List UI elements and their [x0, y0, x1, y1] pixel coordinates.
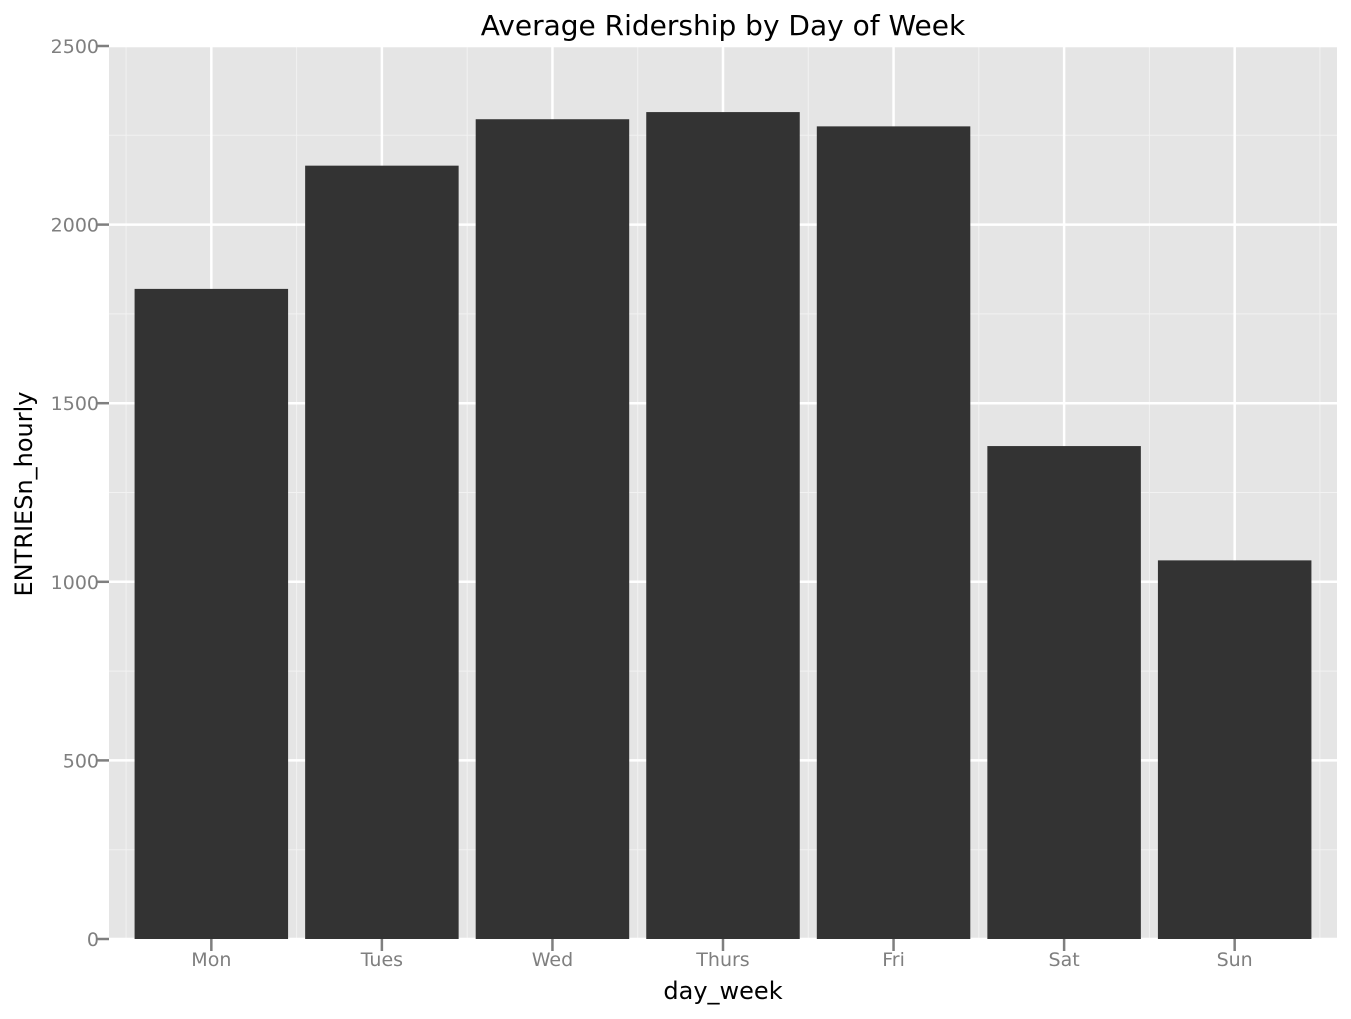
y-axis-title: ENTRIESn_hourly: [10, 392, 38, 597]
y-tick-label: 1000: [51, 572, 99, 594]
x-tick-label: Tues: [360, 949, 403, 971]
bar-sat: [987, 446, 1141, 939]
bar-thurs: [646, 112, 800, 939]
chart-title: Average Ridership by Day of Week: [481, 9, 966, 42]
x-tick-label: Wed: [532, 949, 573, 971]
x-tick-label: Mon: [191, 949, 231, 971]
bar-tues: [305, 165, 459, 940]
y-tick-label: 1500: [51, 393, 99, 415]
y-tick-label: 2500: [51, 36, 99, 58]
bar-fri: [816, 126, 971, 940]
bar-sun: [1157, 560, 1312, 939]
x-tick-label: Sun: [1217, 949, 1253, 971]
axes: 0 500 1000 1500 2000 2500 Mon Tues Wed Thurs Fri Sa…: [51, 36, 1253, 971]
x-tick-label: Thurs: [695, 949, 749, 971]
y-tick-label: 500: [63, 750, 99, 772]
bar-wed: [475, 119, 630, 939]
y-tick-label: 2000: [51, 215, 99, 237]
bar-mon: [134, 288, 289, 939]
y-tick-label: 0: [87, 929, 99, 951]
x-tick-label: Sat: [1049, 949, 1080, 971]
bars: [134, 112, 1312, 940]
x-axis-title: day_week: [663, 977, 782, 1005]
x-tick-label: Fri: [882, 949, 905, 971]
